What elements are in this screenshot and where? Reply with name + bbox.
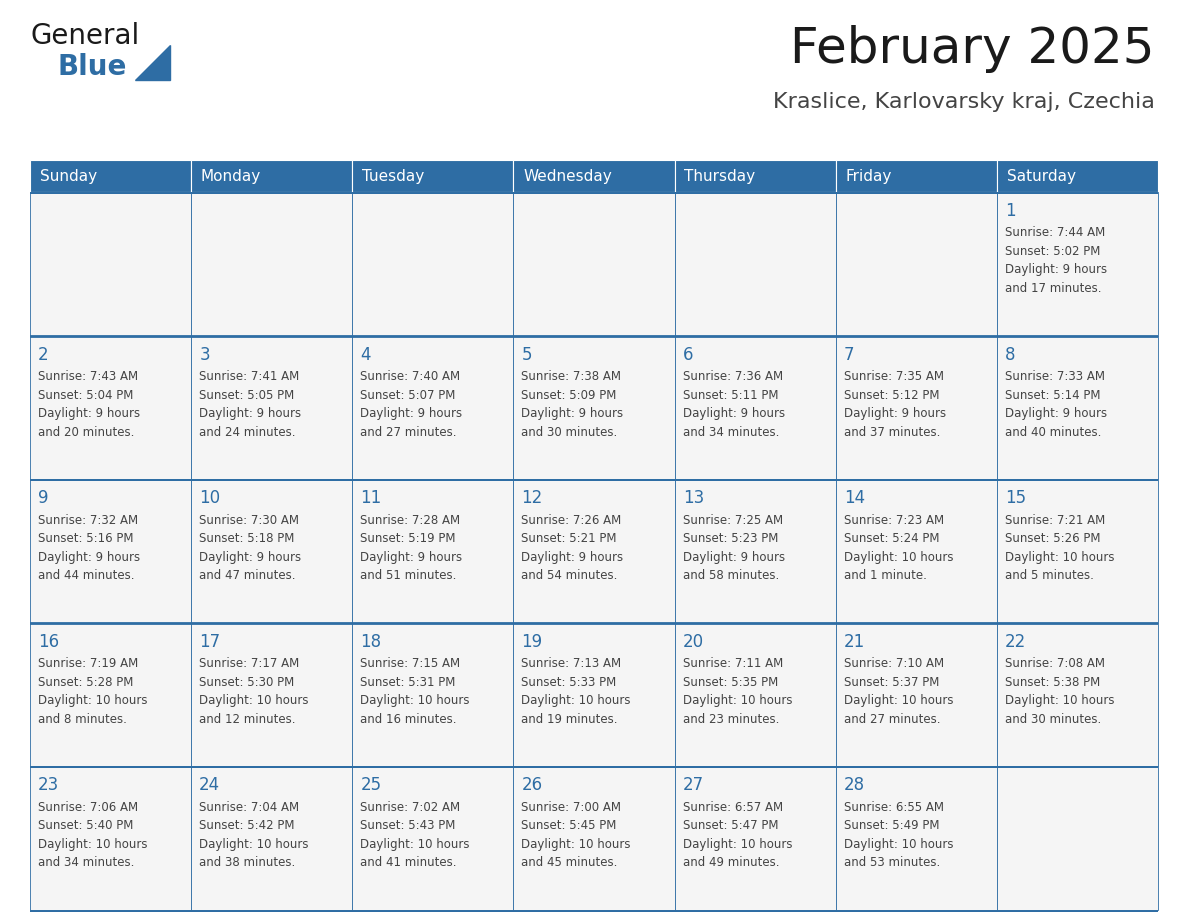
Text: 22: 22 [1005, 633, 1026, 651]
Text: 3: 3 [200, 346, 210, 364]
Text: Sunrise: 7:17 AM
Sunset: 5:30 PM
Daylight: 10 hours
and 12 minutes.: Sunrise: 7:17 AM Sunset: 5:30 PM Dayligh… [200, 657, 309, 726]
Text: Sunrise: 7:19 AM
Sunset: 5:28 PM
Daylight: 10 hours
and 8 minutes.: Sunrise: 7:19 AM Sunset: 5:28 PM Dayligh… [38, 657, 147, 726]
Text: Sunrise: 6:55 AM
Sunset: 5:49 PM
Daylight: 10 hours
and 53 minutes.: Sunrise: 6:55 AM Sunset: 5:49 PM Dayligh… [843, 800, 953, 869]
Text: Wednesday: Wednesday [523, 169, 612, 184]
Text: 13: 13 [683, 489, 703, 508]
Text: 15: 15 [1005, 489, 1026, 508]
Text: 9: 9 [38, 489, 49, 508]
Text: Sunrise: 7:00 AM
Sunset: 5:45 PM
Daylight: 10 hours
and 45 minutes.: Sunrise: 7:00 AM Sunset: 5:45 PM Dayligh… [522, 800, 631, 869]
Text: Kraslice, Karlovarsky kraj, Czechia: Kraslice, Karlovarsky kraj, Czechia [773, 92, 1155, 112]
Text: Sunrise: 7:44 AM
Sunset: 5:02 PM
Daylight: 9 hours
and 17 minutes.: Sunrise: 7:44 AM Sunset: 5:02 PM Dayligh… [1005, 227, 1107, 295]
Text: 10: 10 [200, 489, 220, 508]
Text: Sunrise: 7:15 AM
Sunset: 5:31 PM
Daylight: 10 hours
and 16 minutes.: Sunrise: 7:15 AM Sunset: 5:31 PM Dayligh… [360, 657, 469, 726]
Text: 21: 21 [843, 633, 865, 651]
Text: 28: 28 [843, 777, 865, 794]
Text: Sunrise: 7:43 AM
Sunset: 5:04 PM
Daylight: 9 hours
and 20 minutes.: Sunrise: 7:43 AM Sunset: 5:04 PM Dayligh… [38, 370, 140, 439]
Text: Sunrise: 7:32 AM
Sunset: 5:16 PM
Daylight: 9 hours
and 44 minutes.: Sunrise: 7:32 AM Sunset: 5:16 PM Dayligh… [38, 514, 140, 582]
Text: Sunrise: 7:23 AM
Sunset: 5:24 PM
Daylight: 10 hours
and 1 minute.: Sunrise: 7:23 AM Sunset: 5:24 PM Dayligh… [843, 514, 953, 582]
Text: 27: 27 [683, 777, 703, 794]
Text: Monday: Monday [201, 169, 261, 184]
Text: 25: 25 [360, 777, 381, 794]
Text: 4: 4 [360, 346, 371, 364]
Text: Saturday: Saturday [1006, 169, 1075, 184]
Text: Sunrise: 7:06 AM
Sunset: 5:40 PM
Daylight: 10 hours
and 34 minutes.: Sunrise: 7:06 AM Sunset: 5:40 PM Dayligh… [38, 800, 147, 869]
Text: Sunday: Sunday [39, 169, 96, 184]
Text: 2: 2 [38, 346, 49, 364]
Text: 7: 7 [843, 346, 854, 364]
Text: Sunrise: 7:04 AM
Sunset: 5:42 PM
Daylight: 10 hours
and 38 minutes.: Sunrise: 7:04 AM Sunset: 5:42 PM Dayligh… [200, 800, 309, 869]
Text: Thursday: Thursday [684, 169, 756, 184]
Text: Sunrise: 7:40 AM
Sunset: 5:07 PM
Daylight: 9 hours
and 27 minutes.: Sunrise: 7:40 AM Sunset: 5:07 PM Dayligh… [360, 370, 462, 439]
Text: 11: 11 [360, 489, 381, 508]
Text: 20: 20 [683, 633, 703, 651]
Text: Blue: Blue [58, 53, 127, 81]
Text: Sunrise: 7:35 AM
Sunset: 5:12 PM
Daylight: 9 hours
and 37 minutes.: Sunrise: 7:35 AM Sunset: 5:12 PM Dayligh… [843, 370, 946, 439]
Text: 19: 19 [522, 633, 543, 651]
Text: Sunrise: 7:21 AM
Sunset: 5:26 PM
Daylight: 10 hours
and 5 minutes.: Sunrise: 7:21 AM Sunset: 5:26 PM Dayligh… [1005, 514, 1114, 582]
Text: 18: 18 [360, 633, 381, 651]
Text: Sunrise: 7:28 AM
Sunset: 5:19 PM
Daylight: 9 hours
and 51 minutes.: Sunrise: 7:28 AM Sunset: 5:19 PM Dayligh… [360, 514, 462, 582]
Text: Sunrise: 7:08 AM
Sunset: 5:38 PM
Daylight: 10 hours
and 30 minutes.: Sunrise: 7:08 AM Sunset: 5:38 PM Dayligh… [1005, 657, 1114, 726]
Text: 17: 17 [200, 633, 220, 651]
Text: Sunrise: 7:33 AM
Sunset: 5:14 PM
Daylight: 9 hours
and 40 minutes.: Sunrise: 7:33 AM Sunset: 5:14 PM Dayligh… [1005, 370, 1107, 439]
Text: Sunrise: 7:02 AM
Sunset: 5:43 PM
Daylight: 10 hours
and 41 minutes.: Sunrise: 7:02 AM Sunset: 5:43 PM Dayligh… [360, 800, 469, 869]
Text: Sunrise: 7:11 AM
Sunset: 5:35 PM
Daylight: 10 hours
and 23 minutes.: Sunrise: 7:11 AM Sunset: 5:35 PM Dayligh… [683, 657, 792, 726]
Text: 16: 16 [38, 633, 59, 651]
Text: 5: 5 [522, 346, 532, 364]
Text: Sunrise: 7:26 AM
Sunset: 5:21 PM
Daylight: 9 hours
and 54 minutes.: Sunrise: 7:26 AM Sunset: 5:21 PM Dayligh… [522, 514, 624, 582]
Text: Sunrise: 7:36 AM
Sunset: 5:11 PM
Daylight: 9 hours
and 34 minutes.: Sunrise: 7:36 AM Sunset: 5:11 PM Dayligh… [683, 370, 785, 439]
Text: Sunrise: 6:57 AM
Sunset: 5:47 PM
Daylight: 10 hours
and 49 minutes.: Sunrise: 6:57 AM Sunset: 5:47 PM Dayligh… [683, 800, 792, 869]
Text: Sunrise: 7:10 AM
Sunset: 5:37 PM
Daylight: 10 hours
and 27 minutes.: Sunrise: 7:10 AM Sunset: 5:37 PM Dayligh… [843, 657, 953, 726]
Polygon shape [135, 45, 170, 80]
Text: 1: 1 [1005, 202, 1016, 220]
Text: 26: 26 [522, 777, 543, 794]
Text: Sunrise: 7:25 AM
Sunset: 5:23 PM
Daylight: 9 hours
and 58 minutes.: Sunrise: 7:25 AM Sunset: 5:23 PM Dayligh… [683, 514, 785, 582]
Text: February 2025: February 2025 [790, 25, 1155, 73]
Text: General: General [30, 22, 139, 50]
Text: 8: 8 [1005, 346, 1016, 364]
Text: Sunrise: 7:38 AM
Sunset: 5:09 PM
Daylight: 9 hours
and 30 minutes.: Sunrise: 7:38 AM Sunset: 5:09 PM Dayligh… [522, 370, 624, 439]
Text: 6: 6 [683, 346, 693, 364]
Text: Sunrise: 7:30 AM
Sunset: 5:18 PM
Daylight: 9 hours
and 47 minutes.: Sunrise: 7:30 AM Sunset: 5:18 PM Dayligh… [200, 514, 302, 582]
Text: 14: 14 [843, 489, 865, 508]
Text: 12: 12 [522, 489, 543, 508]
Text: Sunrise: 7:41 AM
Sunset: 5:05 PM
Daylight: 9 hours
and 24 minutes.: Sunrise: 7:41 AM Sunset: 5:05 PM Dayligh… [200, 370, 302, 439]
Text: 23: 23 [38, 777, 59, 794]
Text: Sunrise: 7:13 AM
Sunset: 5:33 PM
Daylight: 10 hours
and 19 minutes.: Sunrise: 7:13 AM Sunset: 5:33 PM Dayligh… [522, 657, 631, 726]
Text: Friday: Friday [846, 169, 892, 184]
Text: 24: 24 [200, 777, 220, 794]
Text: Tuesday: Tuesday [362, 169, 424, 184]
